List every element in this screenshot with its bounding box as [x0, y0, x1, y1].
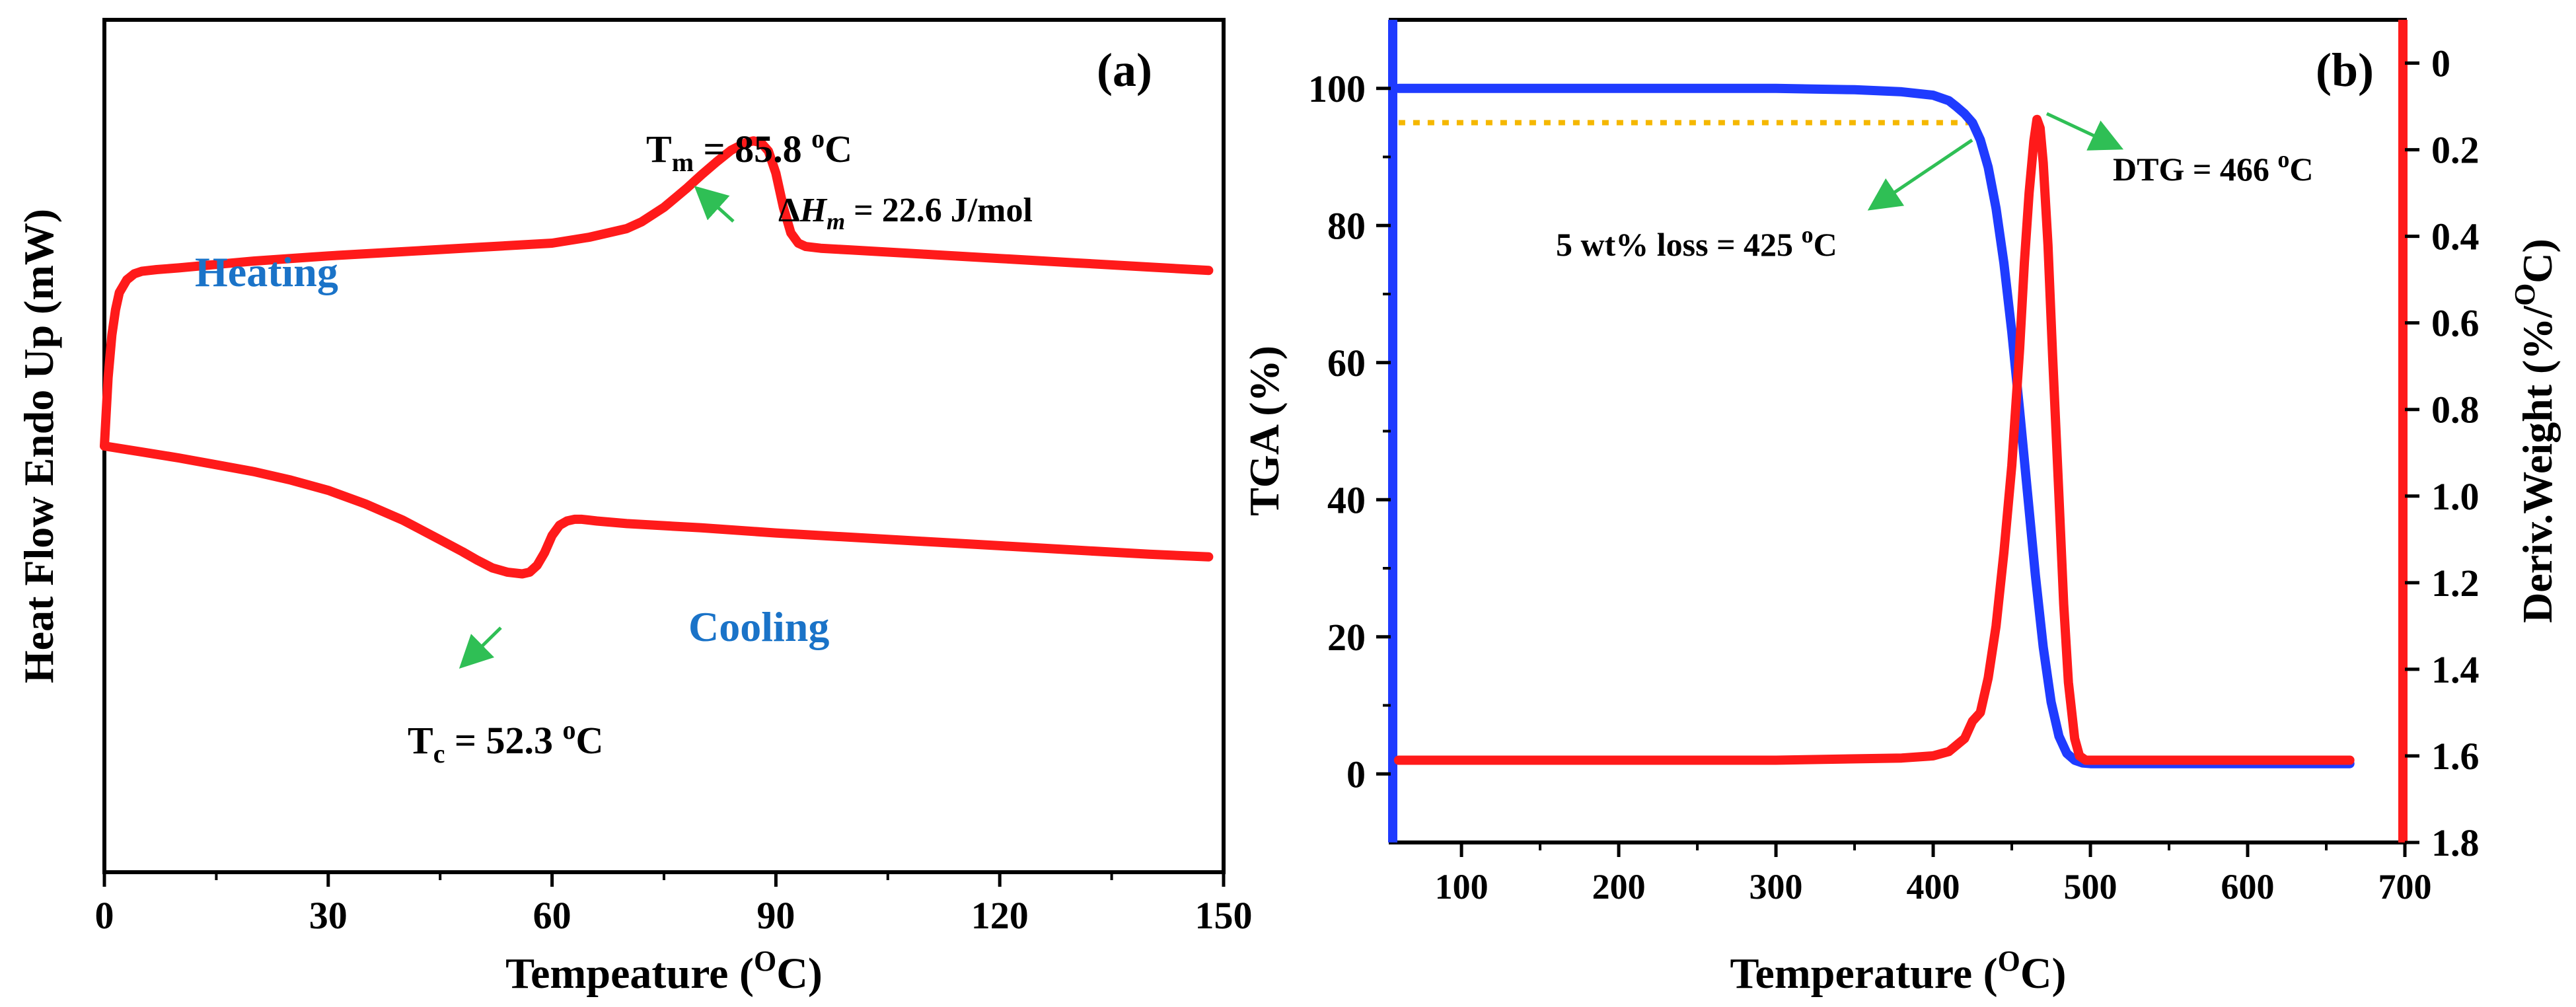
tga-y-tick-label: 40	[1327, 478, 1366, 521]
panel-b-x-tick-label: 400	[1907, 867, 1960, 907]
dtg-y-tick-label: 1.4	[2431, 648, 2480, 691]
panel-a-x-tick-label: 120	[971, 894, 1029, 937]
panel-b-x-tick-label: 300	[1749, 867, 1803, 907]
tga-axis-title: TGA (%)	[1241, 346, 1288, 516]
dtg-axis-title: Deriv.Weight (%/OC)	[2509, 239, 2561, 623]
tga-y-tick-label: 80	[1327, 204, 1366, 247]
panel-a-x-ticks: 0 30 60 90 120 150	[95, 872, 1253, 937]
tc-annotation: Tc = 52.3 oC	[408, 715, 603, 768]
dtg-y-tick-label: 1.6	[2431, 735, 2480, 778]
panel-b-x-axis-title: Temperature (OC)	[1730, 945, 2067, 998]
heating-label: Heating	[195, 248, 338, 295]
dtg-arrow	[2045, 112, 2124, 151]
loss-annotation: 5 wt% loss = 425 oC	[1556, 221, 1837, 263]
panel-a-curves	[100, 136, 1214, 579]
panel-b: 100 200 300 400 500 600 700 0 20 40 60 80 100 0 0.2 0.4…	[1241, 18, 2561, 998]
dtg-y-tick-label: 0.2	[2431, 129, 2480, 172]
panel-b-label: (b)	[2316, 44, 2374, 96]
cooling-curve	[100, 441, 1214, 579]
dtg-y-tick-label: 0	[2431, 42, 2450, 85]
panel-b-x-tick-label: 700	[2378, 867, 2432, 907]
tga-curve	[1393, 83, 2355, 768]
tga-y-tick-label: 20	[1327, 616, 1366, 659]
panel-b-x-tick-label: 200	[1592, 867, 1646, 907]
dtg-y-tick-label: 0.8	[2431, 389, 2480, 431]
loss-arrow	[1867, 138, 1973, 211]
dtg-curve	[1393, 114, 2355, 765]
dtg-y-tick-label: 1.0	[2431, 475, 2480, 518]
heating-curve	[100, 136, 1214, 451]
panel-b-x-tick-label: 600	[2221, 867, 2275, 907]
enthalpy-annotation: ΔHm = 22.6 J/mol	[778, 192, 1033, 235]
dtg-y-tick-label: 1.2	[2431, 562, 2480, 605]
dtg-y-tick-label: 1.8	[2431, 821, 2480, 864]
panel-a-x-tick-label: 0	[95, 894, 114, 937]
panel-a-x-tick-label: 30	[309, 894, 348, 937]
panel-a-label: (a)	[1097, 44, 1152, 96]
tga-y-tick-label: 100	[1308, 67, 1366, 110]
panel-a-y-axis-title: Heat Flow Endo Up (mW)	[15, 209, 62, 683]
dtg-y-tick-label: 0.4	[2431, 215, 2480, 258]
panel-a-x-tick-label: 90	[756, 894, 795, 937]
panel-a-x-tick-label: 60	[533, 894, 571, 937]
tm-arrow	[694, 186, 735, 223]
panel-b-x-tick-label: 500	[2064, 867, 2117, 907]
panel-b-plot-frame	[1389, 18, 2407, 844]
panel-b-ticks: 100 200 300 400 500 600 700 0 20 40 60 80 100 0 0.2 0.4…	[1308, 42, 2480, 907]
panel-b-x-tick-label: 100	[1435, 867, 1489, 907]
tga-y-tick-label: 60	[1327, 342, 1366, 385]
panel-b-curves	[1393, 83, 2355, 768]
tm-annotation: Tm = 85.8 oC	[646, 124, 852, 177]
panel-a-x-tick-label: 150	[1195, 894, 1253, 937]
panel-a: 0 30 60 90 120 150 (a) Tempeature (OC) Heat F…	[15, 18, 1253, 998]
dtg-annotation: DTG = 466 oC	[2113, 146, 2313, 188]
tga-y-tick-label: 0	[1346, 753, 1366, 796]
dtg-y-tick-label: 0.6	[2431, 302, 2480, 345]
cooling-label: Cooling	[688, 603, 829, 650]
panel-a-x-axis-title: Tempeature (OC)	[505, 945, 823, 998]
tc-arrow	[459, 626, 502, 669]
